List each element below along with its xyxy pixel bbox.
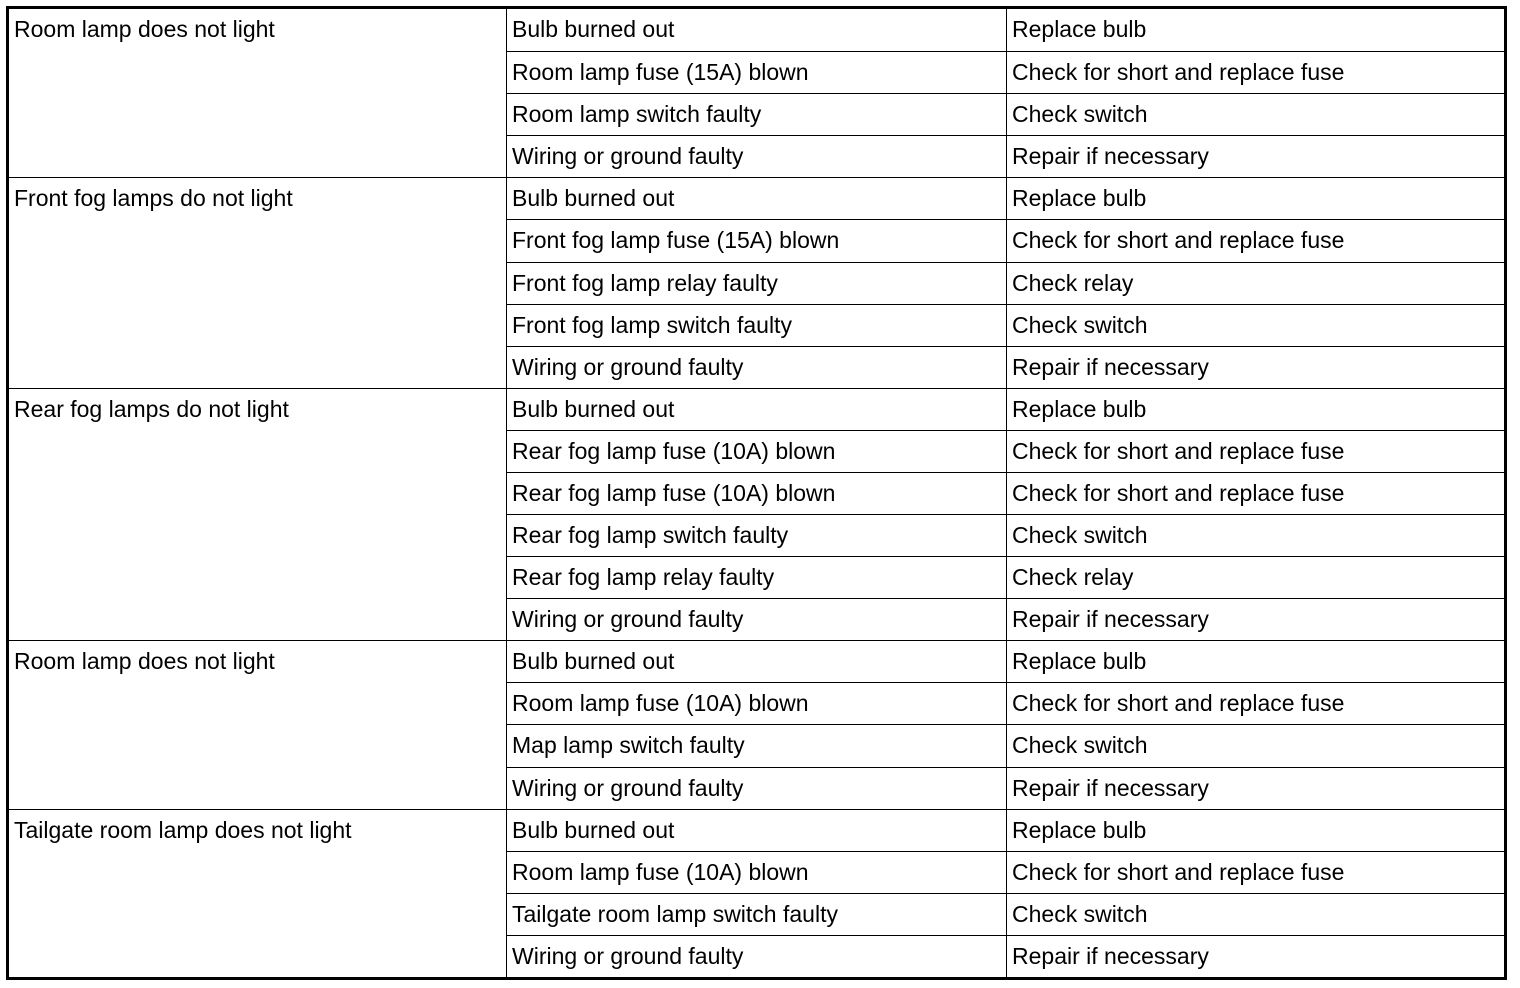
- cause-cell: Front fog lamp switch faulty: [506, 303, 1006, 346]
- cause-cell: Rear fog lamp relay faulty: [506, 556, 1006, 599]
- remedy-cell: Check switch: [1006, 303, 1504, 346]
- cause-cell: Map lamp switch faulty: [506, 724, 1006, 767]
- cause-cell: Front fog lamp fuse (15A) blown: [506, 219, 1006, 262]
- cause-cell: Bulb burned out: [506, 808, 1006, 851]
- remedy-cell: Replace bulb: [1006, 177, 1504, 220]
- cause-cell: Rear fog lamp fuse (10A) blown: [506, 471, 1006, 515]
- remedy-cell: Check switch: [1006, 892, 1504, 935]
- cause-cell: Bulb burned out: [506, 9, 1006, 52]
- cause-cell: Room lamp fuse (10A) blown: [506, 850, 1006, 893]
- remedy-cell: Check switch: [1006, 93, 1504, 136]
- cause-cell: Rear fog lamp switch faulty: [506, 514, 1006, 557]
- symptom-cell: Room lamp does not light: [14, 16, 275, 42]
- symptom-cell: Room lamp does not light: [9, 640, 506, 808]
- remedy-cell: Replace bulb: [1006, 387, 1504, 430]
- cause-cell: Room lamp fuse (10A) blown: [506, 682, 1006, 725]
- symptom-cell: Tailgate room lamp does not light: [9, 808, 506, 977]
- cause-cell: Wiring or ground faulty: [506, 934, 1006, 977]
- remedy-cell: Check switch: [1006, 724, 1504, 767]
- remedy-cell: Repair if necessary: [1006, 766, 1504, 809]
- remedy-cell: Check for short and replace fuse: [1006, 429, 1504, 472]
- remedy-cell: Replace bulb: [1006, 808, 1504, 851]
- remedy-cell: Check for short and replace fuse: [1006, 219, 1504, 262]
- symptom-cell: Front fog lamps do not light: [9, 177, 506, 387]
- cause-cell: Wiring or ground faulty: [506, 135, 1006, 178]
- cause-cell: Wiring or ground faulty: [506, 345, 1006, 388]
- remedy-cell: Check for short and replace fuse: [1006, 850, 1504, 893]
- cause-cell: Room lamp fuse (15A) blown: [506, 51, 1006, 94]
- remedy-cell: Check for short and replace fuse: [1006, 471, 1504, 515]
- cause-cell: Bulb burned out: [506, 177, 1006, 220]
- cause-cell: Bulb burned out: [506, 387, 1006, 430]
- remedy-cell: Replace bulb: [1006, 640, 1504, 683]
- remedy-cell: Repair if necessary: [1006, 598, 1504, 641]
- remedy-cell: Check for short and replace fuse: [1006, 682, 1504, 725]
- symptom-cell: Rear fog lamps do not light: [9, 387, 506, 641]
- remedy-cell: Repair if necessary: [1006, 135, 1504, 178]
- remedy-cell: Check switch: [1006, 514, 1504, 557]
- cause-cell: Wiring or ground faulty: [506, 766, 1006, 809]
- cause-cell: Rear fog lamp fuse (10A) blown: [506, 429, 1006, 472]
- remedy-cell: Check for short and replace fuse: [1006, 51, 1504, 94]
- cause-cell: Tailgate room lamp switch faulty: [506, 892, 1006, 935]
- remedy-cell: Repair if necessary: [1006, 345, 1504, 388]
- remedy-cell: Check relay: [1006, 556, 1504, 599]
- remedy-cell: Replace bulb: [1006, 9, 1504, 52]
- cause-cell: Wiring or ground faulty: [506, 598, 1006, 641]
- cause-cell: Room lamp switch faulty: [506, 93, 1006, 136]
- remedy-cell: Repair if necessary: [1006, 934, 1504, 977]
- remedy-cell: Check relay: [1006, 261, 1504, 304]
- cause-cell: Bulb burned out: [506, 640, 1006, 683]
- cause-cell: Front fog lamp relay faulty: [506, 261, 1006, 304]
- troubleshooting-table: Room lamp does not light Bulb burned out R…: [6, 6, 1507, 980]
